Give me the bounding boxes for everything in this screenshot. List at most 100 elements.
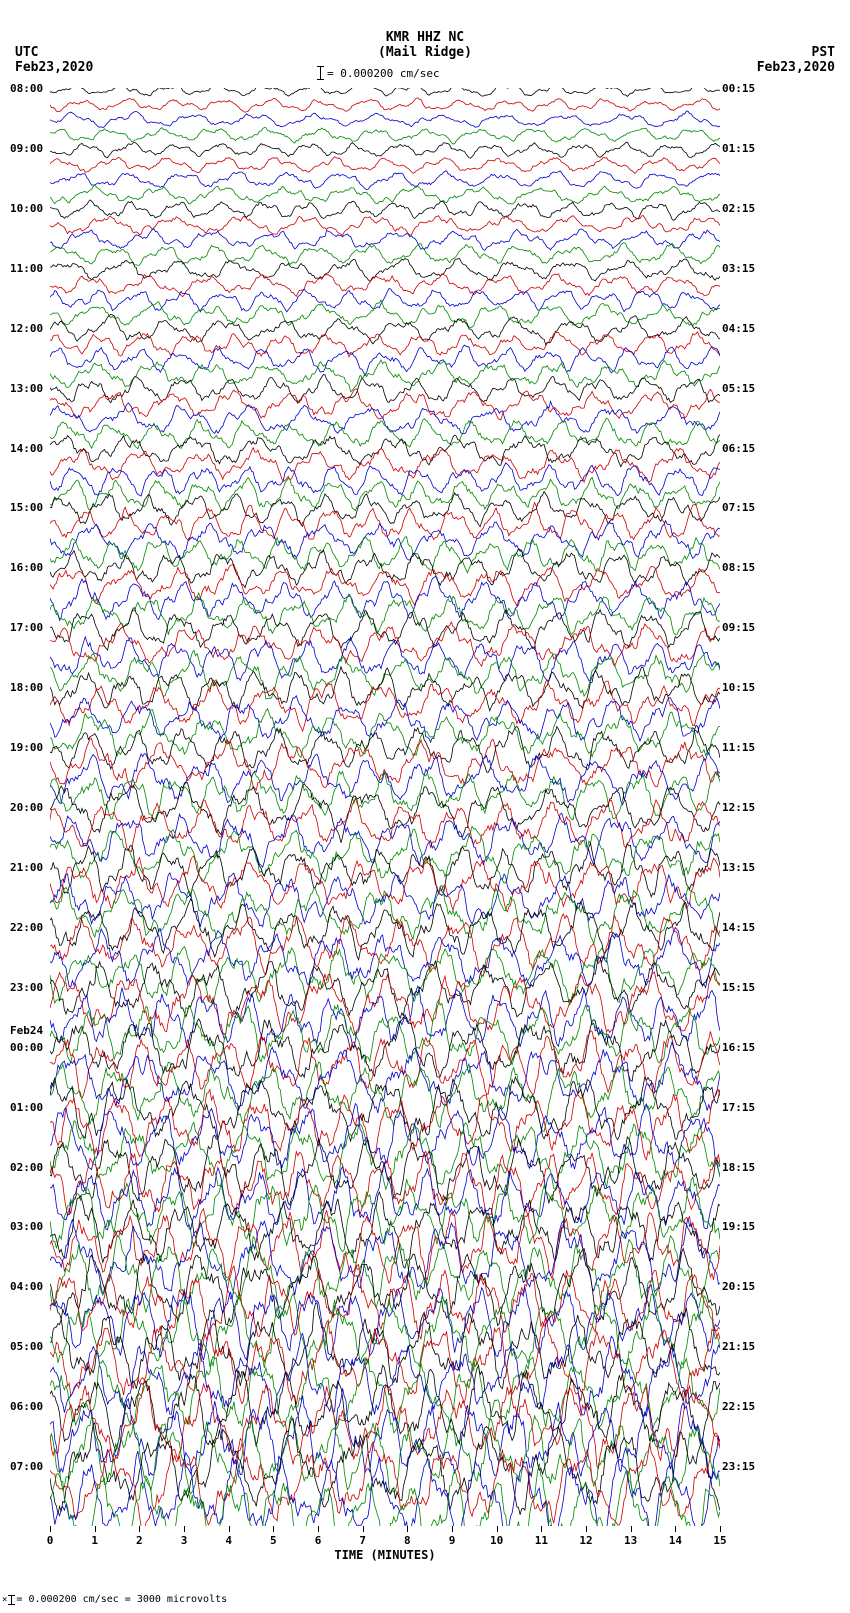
- utc-time-label: 06:00: [10, 1400, 43, 1413]
- utc-time-label: 07:00: [10, 1460, 43, 1473]
- utc-label: UTC: [15, 45, 93, 60]
- station-code: KMR HHZ NC: [0, 30, 850, 45]
- x-tick: [95, 1526, 96, 1532]
- x-tick-label: 7: [359, 1534, 366, 1547]
- scale-tick-icon: [320, 66, 321, 80]
- footer-scale: × = 0.000200 cm/sec = 3000 microvolts: [2, 1594, 227, 1605]
- scale-text: = 0.000200 cm/sec: [327, 67, 440, 80]
- seismic-trace: [50, 1365, 720, 1451]
- pst-time-label: 19:15: [722, 1220, 755, 1233]
- seismic-trace: [50, 448, 720, 483]
- x-tick: [363, 1526, 364, 1532]
- pst-time-label: 15:15: [722, 981, 755, 994]
- pst-time-label: 16:15: [722, 1041, 755, 1054]
- seismic-trace: [50, 314, 720, 344]
- seismic-trace: [50, 360, 720, 392]
- seismic-trace: [50, 843, 720, 897]
- seismic-trace: [50, 503, 720, 541]
- seismic-trace: [50, 185, 720, 204]
- header-left: UTC Feb23,2020: [15, 45, 93, 75]
- seismic-trace: [50, 856, 720, 912]
- utc-time-label: 14:00: [10, 442, 43, 455]
- pst-time-label: 02:15: [722, 202, 755, 215]
- x-tick: [139, 1526, 140, 1532]
- utc-time-label: 20:00: [10, 801, 43, 814]
- utc-time-label: 10:00: [10, 202, 43, 215]
- station-name: (Mail Ridge): [0, 45, 850, 60]
- pst-time-label: 04:15: [722, 322, 755, 335]
- pst-time-label: 05:15: [722, 382, 755, 395]
- utc-time-label: 16:00: [10, 561, 43, 574]
- scale-bar: = 0.000200 cm/sec: [320, 66, 440, 80]
- seismic-trace: [50, 389, 720, 420]
- x-tick-label: 6: [315, 1534, 322, 1547]
- x-tick-label: 9: [449, 1534, 456, 1547]
- helicorder-plot: [50, 88, 720, 1526]
- x-tick-label: 8: [404, 1534, 411, 1547]
- seismic-trace: [50, 1090, 720, 1161]
- seismic-trace: [50, 111, 720, 128]
- seismic-trace: [50, 914, 720, 975]
- x-tick: [229, 1526, 230, 1532]
- seismogram-container: KMR HHZ NC (Mail Ridge) UTC Feb23,2020 P…: [0, 0, 850, 1613]
- seismic-trace: [50, 799, 720, 852]
- utc-time-label: 00:00: [10, 1041, 43, 1054]
- utc-time-label: 22:00: [10, 921, 43, 934]
- x-tick: [273, 1526, 274, 1532]
- seismic-trace: [50, 1433, 720, 1526]
- seismic-trace: [50, 739, 720, 791]
- seismic-trace: [50, 200, 720, 220]
- pst-time-label: 23:15: [722, 1460, 755, 1473]
- utc-time-label: 18:00: [10, 681, 43, 694]
- pst-time-label: 07:15: [722, 501, 755, 514]
- pst-time-label: 10:15: [722, 681, 755, 694]
- utc-time-label: Feb24: [10, 1024, 43, 1037]
- seismic-trace: [50, 1249, 720, 1326]
- x-tick: [318, 1526, 319, 1532]
- x-tick-label: 3: [181, 1534, 188, 1547]
- utc-time-column: 08:0009:0010:0011:0012:0013:0014:0015:00…: [10, 88, 50, 1526]
- utc-time-label: 23:00: [10, 981, 43, 994]
- seismic-trace: [50, 564, 720, 606]
- seismic-trace: [50, 375, 720, 404]
- seismic-trace: [50, 1121, 720, 1190]
- seismic-trace: [50, 593, 720, 635]
- seismic-trace: [50, 128, 720, 145]
- pst-time-label: 21:15: [722, 1340, 755, 1353]
- seismic-trace: [50, 88, 720, 96]
- x-tick-label: 1: [91, 1534, 98, 1547]
- pst-time-label: 12:15: [722, 801, 755, 814]
- pst-time-label: 00:15: [722, 82, 755, 95]
- x-tick: [50, 1526, 51, 1532]
- seismic-trace: [50, 157, 720, 173]
- x-tick-label: 2: [136, 1534, 143, 1547]
- seismic-trace: [50, 274, 720, 297]
- pst-time-column: 00:1501:1502:1503:1504:1505:1506:1507:15…: [722, 88, 772, 1526]
- utc-time-label: 21:00: [10, 861, 43, 874]
- pst-time-label: 17:15: [722, 1101, 755, 1114]
- pst-time-label: 03:15: [722, 262, 755, 275]
- trace-svg: [50, 88, 720, 1526]
- pst-time-label: 22:15: [722, 1400, 755, 1413]
- seismic-trace: [50, 1031, 720, 1099]
- x-tick: [541, 1526, 542, 1532]
- footer-scale-tick-icon: [11, 1595, 12, 1605]
- utc-time-label: 05:00: [10, 1340, 43, 1353]
- seismic-trace: [50, 1218, 720, 1299]
- seismic-trace: [50, 958, 720, 1019]
- utc-time-label: 12:00: [10, 322, 43, 335]
- seismic-trace: [50, 725, 720, 772]
- x-tick: [184, 1526, 185, 1532]
- seismic-trace: [50, 345, 720, 376]
- seismic-trace: [50, 98, 720, 112]
- seismic-trace: [50, 142, 720, 158]
- pst-time-label: 09:15: [722, 621, 755, 634]
- utc-time-label: 17:00: [10, 621, 43, 634]
- utc-time-label: 19:00: [10, 741, 43, 754]
- pst-time-label: 08:15: [722, 561, 755, 574]
- utc-time-label: 11:00: [10, 262, 43, 275]
- x-tick: [720, 1526, 721, 1532]
- x-tick-label: 5: [270, 1534, 277, 1547]
- utc-time-label: 02:00: [10, 1161, 43, 1174]
- utc-time-label: 09:00: [10, 142, 43, 155]
